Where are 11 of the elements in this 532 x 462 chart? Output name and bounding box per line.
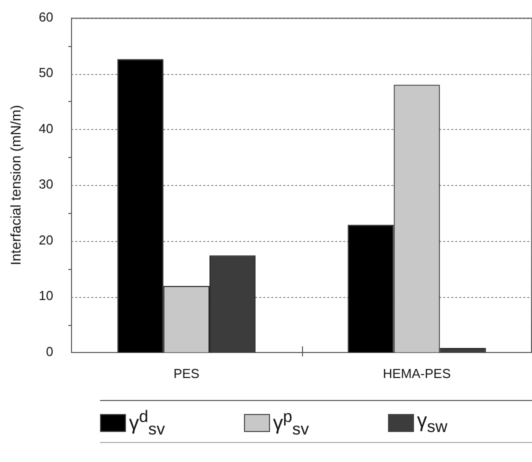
y-axis-title: Interfacial tension (mN/m): [7, 104, 24, 266]
legend-label: γ$_{sw}$: [417, 410, 448, 437]
y-tick-label: 10: [38, 288, 54, 304]
x-tick-label: PES: [173, 366, 200, 381]
y-tick-label: 30: [38, 176, 54, 192]
y-tick-label: 60: [38, 9, 54, 24]
y-tick-label: 40: [38, 120, 54, 136]
y-tick-label: 50: [38, 65, 54, 80]
y-tick-label: 0: [46, 344, 54, 359]
y-tick-label: 20: [38, 232, 54, 248]
x-tick-label: HEMA-PES: [382, 366, 452, 381]
